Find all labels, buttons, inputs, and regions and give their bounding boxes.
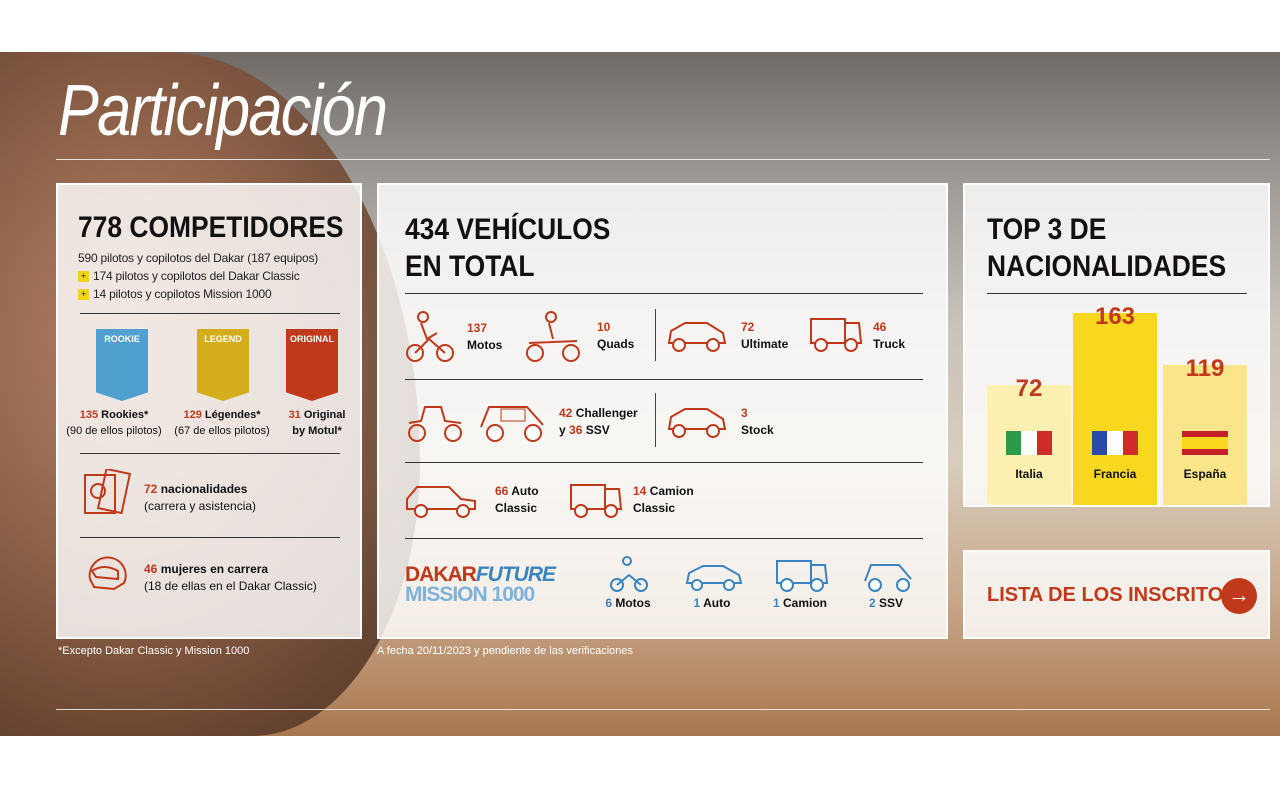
future-moto-icon (610, 556, 648, 592)
entry-list-button[interactable]: LISTA DE LOS INSCRITOS → (963, 550, 1270, 639)
page-title: Participación (58, 71, 388, 151)
moto-icon (406, 311, 454, 362)
quads-label: Quads (597, 337, 635, 351)
bar-value: 163 (1094, 303, 1136, 330)
truck-icon (810, 318, 863, 352)
future-camion-label: Camion (783, 596, 828, 610)
motos-label: Motos (467, 338, 503, 352)
bar-value: 119 (1185, 355, 1225, 382)
quads-count: 10 (597, 320, 611, 334)
truck-label: Truck (873, 337, 906, 351)
competitors-footnote: *Excepto Dakar Classic y Mission 1000 (58, 645, 250, 657)
future-auto-count: 1 (693, 596, 701, 610)
stock-car-icon (667, 408, 727, 438)
women-count: 46 (144, 562, 158, 576)
challenger-count: 42 (559, 406, 573, 420)
future-auto-icon (685, 565, 743, 591)
auto-classic-count: 66 (495, 484, 509, 498)
bar-label: Italia (1015, 467, 1043, 481)
nationalities-label: nacionalidades (160, 482, 248, 496)
ssv-icon (480, 406, 544, 442)
future-motos-count: 6 (605, 596, 612, 610)
future-camion-icon (776, 560, 829, 592)
bar-italia: 72 Italia (987, 375, 1071, 505)
legends-sub: (67 de ellos pilotos) (174, 425, 270, 437)
bar-francia: 163 Francia (1073, 303, 1157, 505)
future-ssv-icon (864, 564, 912, 592)
plus-icon: + (78, 289, 89, 300)
original-count: 31 (288, 409, 301, 421)
future-camion-count: 1 (772, 596, 780, 610)
challenger-label: Challenger (575, 406, 638, 420)
top3-panel: TOP 3 DE NACIONALIDADES 72 Italia 163 Fra… (963, 183, 1270, 507)
helmet-icon (88, 556, 127, 591)
competitors-line: 590 pilotos y copilotos del Dakar (187 e… (78, 251, 319, 265)
top3-heading-2: NACIONALIDADES (987, 250, 1227, 283)
rookies-count: 135 (79, 409, 99, 421)
bar-label: España (1183, 467, 1227, 481)
future-auto-label: Auto (703, 596, 731, 610)
stock-label: Stock (741, 423, 774, 437)
truck-count: 46 (873, 320, 887, 334)
competitors-line: 174 pilotos y copilotos del Dakar Classi… (93, 269, 300, 283)
nationalities-sub: (carrera y asistencia) (144, 499, 257, 513)
top3-heading: TOP 3 DE (987, 213, 1107, 246)
camion-classic-label-2: Classic (633, 501, 676, 515)
rookies-label: Rookies* (101, 409, 149, 421)
motos-count: 137 (467, 321, 488, 335)
stock-count: 3 (741, 406, 748, 420)
ssv-label: SSV (585, 423, 610, 437)
bar-value: 72 (1015, 375, 1043, 402)
competitors-heading: 778 COMPETIDORES (78, 211, 344, 244)
legend-badge: LEGEND (197, 329, 249, 401)
ultimate-car-icon (667, 322, 727, 352)
legends-count: 129 (183, 409, 202, 421)
future-ssv-count: 2 (868, 596, 876, 610)
bar-espana: 119 España (1163, 355, 1247, 505)
passport-icon (84, 469, 132, 515)
and-text: y (559, 423, 566, 437)
camion-classic-icon (570, 484, 623, 518)
top3-chart: 72 Italia 163 Francia 119 España (987, 295, 1251, 505)
bar-label: Francia (1093, 467, 1137, 481)
dakar-future-logo: DAKARFUTURE MISSION 1000 (405, 563, 556, 606)
plus-icon: + (78, 271, 89, 282)
arrow-right-icon[interactable]: → (1221, 578, 1257, 614)
auto-classic-label: Auto (511, 484, 539, 498)
divider (56, 159, 1270, 160)
entry-list-label: LISTA DE LOS INSCRITOS (987, 584, 1237, 606)
vehicles-heading-2: EN TOTAL (405, 250, 535, 283)
future-ssv-label: SSV (879, 596, 904, 610)
challenger-icon (408, 406, 462, 442)
ssv-count: 36 (569, 423, 583, 437)
women-sub: (18 de ellas en el Dakar Classic) (144, 579, 317, 593)
women-label: mujeres en carrera (160, 562, 269, 576)
vehicles-heading: 434 VEHÍCULOS (405, 213, 611, 246)
original-sub: by Motul* (292, 425, 342, 437)
rookie-badge: ROOKIE (96, 329, 148, 401)
camion-classic-label: Camion (649, 484, 694, 498)
quad-icon (526, 311, 580, 362)
divider (56, 709, 1270, 710)
original-label: Original (303, 409, 346, 421)
auto-classic-label-2: Classic (495, 501, 538, 515)
competitors-line: 14 pilotos y copilotos Mission 1000 (93, 287, 272, 301)
italy-flag-icon (1006, 431, 1052, 455)
future-motos-label: Motos (615, 596, 651, 610)
vehicles-footnote: A fecha 20/11/2023 y pendiente de las ve… (377, 645, 634, 657)
camion-classic-count: 14 (633, 484, 647, 498)
auto-classic-icon (406, 486, 476, 518)
competitors-panel: 778 COMPETIDORES 590 pilotos y copilotos… (56, 183, 362, 639)
france-flag-icon (1092, 431, 1138, 455)
vehicles-panel: 434 VEHÍCULOS EN TOTAL 137 Motos 10 Quads 7… (377, 183, 948, 639)
hero-background: Participación 778 COMPETIDORES 590 pilot… (0, 52, 1280, 736)
legends-label: Légendes* (204, 409, 261, 421)
ultimate-label: Ultimate (741, 337, 789, 351)
nationalities-count: 72 (144, 482, 158, 496)
original-badge: ORIGINAL (286, 329, 338, 401)
ultimate-count: 72 (741, 320, 755, 334)
rookies-sub: (90 de ellos pilotos) (66, 425, 162, 437)
spain-flag-icon (1182, 431, 1228, 455)
